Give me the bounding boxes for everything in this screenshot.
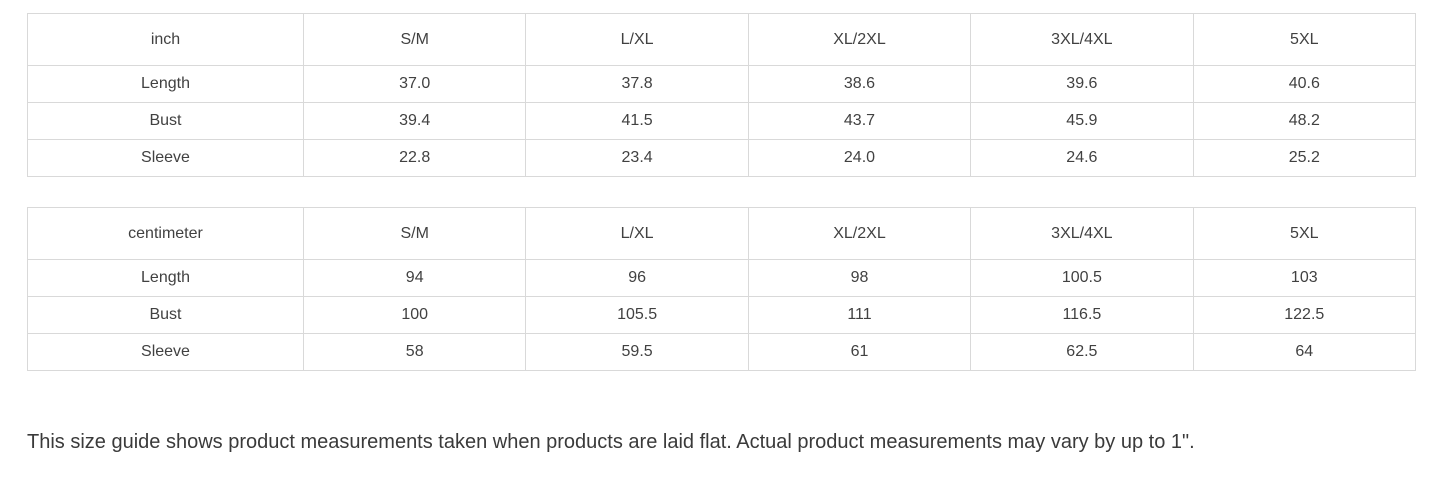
measurement-value-cell: 48.2	[1192, 102, 1417, 140]
measurement-value-cell: 45.9	[970, 102, 1194, 140]
measurement-row: Sleeve 58 59.5 61 62.5 64	[27, 333, 1417, 371]
measurement-value-cell: 37.8	[525, 65, 749, 103]
measurement-value-cell: 25.2	[1192, 139, 1417, 177]
header-row: centimeter S/M L/XL XL/2XL 3XL/4XL 5XL	[27, 207, 1417, 260]
measurement-label-cell: Sleeve	[27, 139, 304, 177]
measurement-row: Sleeve 22.8 23.4 24.0 24.6 25.2	[27, 139, 1417, 177]
measurement-value-cell: 105.5	[525, 296, 749, 334]
size-header-cell: L/XL	[525, 13, 749, 66]
measurement-value-cell: 43.7	[747, 102, 972, 140]
measurement-label-cell: Sleeve	[27, 333, 304, 371]
measurement-value-cell: 103	[1192, 259, 1417, 297]
unit-header-cell: centimeter	[27, 207, 304, 260]
measurement-value-cell: 38.6	[747, 65, 972, 103]
measurement-value-cell: 23.4	[525, 139, 749, 177]
measurement-value-cell: 64	[1192, 333, 1417, 371]
size-header-cell: L/XL	[525, 207, 749, 260]
measurement-row: Bust 39.4 41.5 43.7 45.9 48.2	[27, 102, 1417, 140]
measurement-row: Length 94 96 98 100.5 103	[27, 259, 1417, 297]
size-header-cell: 3XL/4XL	[970, 13, 1194, 66]
measurement-value-cell: 62.5	[970, 333, 1194, 371]
header-row: inch S/M L/XL XL/2XL 3XL/4XL 5XL	[27, 13, 1417, 66]
measurement-value-cell: 58	[302, 333, 527, 371]
measurement-value-cell: 98	[747, 259, 972, 297]
measurement-value-cell: 122.5	[1192, 296, 1417, 334]
size-header-cell: 3XL/4XL	[970, 207, 1194, 260]
measurement-label-cell: Length	[27, 259, 304, 297]
size-guide-note: This size guide shows product measuremen…	[27, 431, 1195, 453]
measurement-label-cell: Length	[27, 65, 304, 103]
size-table-inch: inch S/M L/XL XL/2XL 3XL/4XL 5XL Length 37.0 37.…	[27, 13, 1417, 177]
measurement-value-cell: 40.6	[1192, 65, 1417, 103]
measurement-value-cell: 37.0	[302, 65, 527, 103]
measurement-value-cell: 22.8	[302, 139, 527, 177]
size-header-cell: 5XL	[1192, 13, 1417, 66]
size-header-cell: S/M	[302, 13, 527, 66]
size-header-cell: XL/2XL	[747, 207, 972, 260]
measurement-value-cell: 24.6	[970, 139, 1194, 177]
size-header-cell: XL/2XL	[747, 13, 972, 66]
size-header-cell: 5XL	[1192, 207, 1417, 260]
measurement-value-cell: 100.5	[970, 259, 1194, 297]
measurement-value-cell: 59.5	[525, 333, 749, 371]
size-header-cell: S/M	[302, 207, 527, 260]
measurement-value-cell: 111	[747, 296, 972, 334]
measurement-label-cell: Bust	[27, 296, 304, 334]
measurement-value-cell: 39.6	[970, 65, 1194, 103]
unit-header-cell: inch	[27, 13, 304, 66]
measurement-value-cell: 61	[747, 333, 972, 371]
measurement-value-cell: 96	[525, 259, 749, 297]
measurement-value-cell: 41.5	[525, 102, 749, 140]
measurement-value-cell: 100	[302, 296, 527, 334]
measurement-value-cell: 24.0	[747, 139, 972, 177]
measurement-row: Bust 100 105.5 111 116.5 122.5	[27, 296, 1417, 334]
measurement-row: Length 37.0 37.8 38.6 39.6 40.6	[27, 65, 1417, 103]
measurement-value-cell: 39.4	[302, 102, 527, 140]
measurement-value-cell: 94	[302, 259, 527, 297]
measurement-label-cell: Bust	[27, 102, 304, 140]
measurement-value-cell: 116.5	[970, 296, 1194, 334]
size-table-centimeter: centimeter S/M L/XL XL/2XL 3XL/4XL 5XL Length 9…	[27, 207, 1417, 371]
